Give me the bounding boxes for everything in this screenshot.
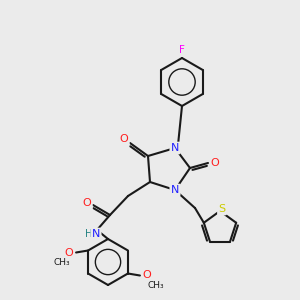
Text: CH₃: CH₃	[148, 281, 164, 290]
Text: N: N	[171, 143, 179, 153]
Text: CH₃: CH₃	[54, 258, 70, 267]
Text: F: F	[179, 45, 185, 55]
Text: O: O	[65, 248, 74, 257]
Text: S: S	[218, 204, 226, 214]
Text: O: O	[142, 271, 151, 281]
Text: O: O	[82, 198, 91, 208]
Text: N: N	[92, 229, 100, 239]
Text: H: H	[85, 229, 93, 239]
Text: N: N	[171, 185, 179, 195]
Text: O: O	[211, 158, 219, 168]
Text: O: O	[120, 134, 128, 144]
